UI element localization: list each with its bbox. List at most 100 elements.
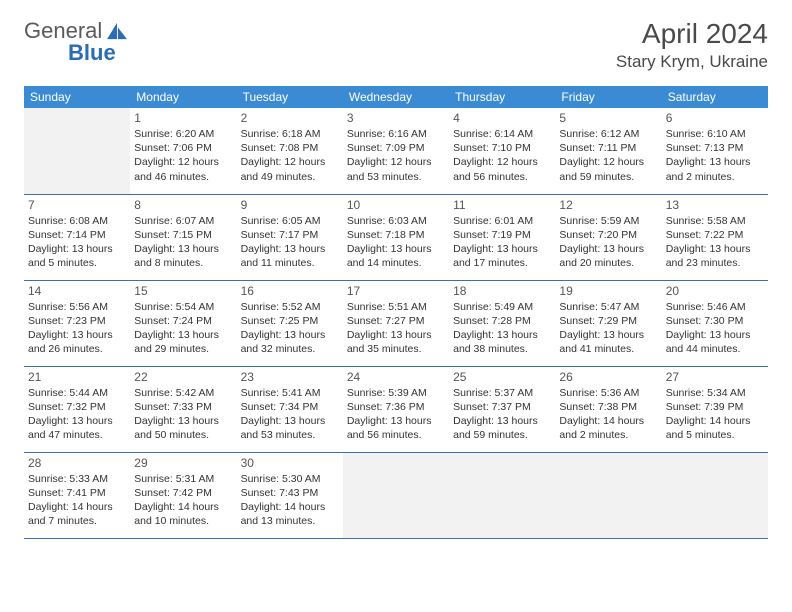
day-info: Sunrise: 6:18 AMSunset: 7:08 PMDaylight:… (241, 127, 339, 184)
day-cell: 4 Sunrise: 6:14 AMSunset: 7:10 PMDaylight… (449, 108, 555, 194)
day-info: Sunrise: 5:49 AMSunset: 7:28 PMDaylight:… (453, 300, 551, 357)
day-cell: 10Sunrise: 6:03 AMSunset: 7:18 PMDayligh… (343, 194, 449, 280)
weekday-header: Wednesday (343, 86, 449, 108)
day-info: Sunrise: 5:31 AMSunset: 7:42 PMDaylight:… (134, 472, 232, 529)
day-number: 15 (134, 284, 232, 298)
day-info: Sunrise: 5:34 AMSunset: 7:39 PMDaylight:… (666, 386, 764, 443)
day-info: Sunrise: 5:42 AMSunset: 7:33 PMDaylight:… (134, 386, 232, 443)
day-number: 24 (347, 370, 445, 384)
day-info: Sunrise: 5:36 AMSunset: 7:38 PMDaylight:… (559, 386, 657, 443)
day-info: Sunrise: 6:10 AMSunset: 7:13 PMDaylight:… (666, 127, 764, 184)
day-info: Sunrise: 5:44 AMSunset: 7:32 PMDaylight:… (28, 386, 126, 443)
day-number: 14 (28, 284, 126, 298)
day-info: Sunrise: 5:46 AMSunset: 7:30 PMDaylight:… (666, 300, 764, 357)
day-number: 19 (559, 284, 657, 298)
day-number: 22 (134, 370, 232, 384)
logo: General Blue (24, 18, 128, 66)
day-cell: 19 Sunrise: 5:47 AMSunset: 7:29 PMDayligh… (555, 280, 661, 366)
day-info: Sunrise: 5:37 AMSunset: 7:37 PMDaylight:… (453, 386, 551, 443)
weekday-header: Sunday (24, 86, 130, 108)
day-number: 28 (28, 456, 126, 470)
sail-icon (106, 22, 128, 40)
header: General Blue April 2024 Stary Krym, Ukra… (0, 0, 792, 80)
day-info: Sunrise: 5:58 AMSunset: 7:22 PMDaylight:… (666, 214, 764, 271)
day-number: 9 (241, 198, 339, 212)
day-info: Sunrise: 6:12 AMSunset: 7:11 PMDaylight:… (559, 127, 657, 184)
day-number: 17 (347, 284, 445, 298)
day-info: Sunrise: 5:56 AMSunset: 7:23 PMDaylight:… (28, 300, 126, 357)
day-cell: 26 Sunrise: 5:36 AMSunset: 7:38 PMDayligh… (555, 366, 661, 452)
day-number: 4 (453, 111, 551, 125)
day-number: 30 (241, 456, 339, 470)
calendar-row: 14 Sunrise: 5:56 AMSunset: 7:23 PMDayligh… (24, 280, 768, 366)
day-info: Sunrise: 6:07 AMSunset: 7:15 PMDaylight:… (134, 214, 232, 271)
day-number: 1 (134, 111, 232, 125)
day-number: 21 (28, 370, 126, 384)
day-number: 20 (666, 284, 764, 298)
day-number: 11 (453, 198, 551, 212)
month-title: April 2024 (616, 18, 768, 50)
day-info: Sunrise: 5:47 AMSunset: 7:29 PMDaylight:… (559, 300, 657, 357)
day-number: 5 (559, 111, 657, 125)
day-number: 29 (134, 456, 232, 470)
day-number: 8 (134, 198, 232, 212)
day-cell: 1Sunrise: 6:20 AMSunset: 7:06 PMDaylight… (130, 108, 236, 194)
day-cell: 28 Sunrise: 5:33 AMSunset: 7:41 PMDayligh… (24, 452, 130, 538)
day-cell: 8 Sunrise: 6:07 AMSunset: 7:15 PMDaylight… (130, 194, 236, 280)
day-cell: 18 Sunrise: 5:49 AMSunset: 7:28 PMDayligh… (449, 280, 555, 366)
day-info: Sunrise: 6:08 AMSunset: 7:14 PMDaylight:… (28, 214, 126, 271)
empty-cell (24, 108, 130, 194)
day-cell: 2 Sunrise: 6:18 AMSunset: 7:08 PMDaylight… (237, 108, 343, 194)
day-info: Sunrise: 6:01 AMSunset: 7:19 PMDaylight:… (453, 214, 551, 271)
empty-cell (449, 452, 555, 538)
calendar-table: SundayMondayTuesdayWednesdayThursdayFrid… (24, 86, 768, 539)
day-cell: 15 Sunrise: 5:54 AMSunset: 7:24 PMDayligh… (130, 280, 236, 366)
weekday-header: Thursday (449, 86, 555, 108)
day-number: 16 (241, 284, 339, 298)
day-cell: 23 Sunrise: 5:41 AMSunset: 7:34 PMDayligh… (237, 366, 343, 452)
weekday-header: Friday (555, 86, 661, 108)
day-cell: 24 Sunrise: 5:39 AMSunset: 7:36 PMDayligh… (343, 366, 449, 452)
title-block: April 2024 Stary Krym, Ukraine (616, 18, 768, 72)
day-number: 2 (241, 111, 339, 125)
day-number: 7 (28, 198, 126, 212)
day-info: Sunrise: 5:51 AMSunset: 7:27 PMDaylight:… (347, 300, 445, 357)
day-cell: 13Sunrise: 5:58 AMSunset: 7:22 PMDayligh… (662, 194, 768, 280)
day-cell: 29 Sunrise: 5:31 AMSunset: 7:42 PMDayligh… (130, 452, 236, 538)
day-number: 23 (241, 370, 339, 384)
day-cell: 11 Sunrise: 6:01 AMSunset: 7:19 PMDayligh… (449, 194, 555, 280)
day-cell: 17 Sunrise: 5:51 AMSunset: 7:27 PMDayligh… (343, 280, 449, 366)
day-cell: 25 Sunrise: 5:37 AMSunset: 7:37 PMDayligh… (449, 366, 555, 452)
day-number: 25 (453, 370, 551, 384)
day-cell: 5 Sunrise: 6:12 AMSunset: 7:11 PMDaylight… (555, 108, 661, 194)
day-info: Sunrise: 5:54 AMSunset: 7:24 PMDaylight:… (134, 300, 232, 357)
day-number: 3 (347, 111, 445, 125)
day-cell: 7 Sunrise: 6:08 AMSunset: 7:14 PMDaylight… (24, 194, 130, 280)
day-cell: 21 Sunrise: 5:44 AMSunset: 7:32 PMDayligh… (24, 366, 130, 452)
day-info: Sunrise: 6:14 AMSunset: 7:10 PMDaylight:… (453, 127, 551, 184)
day-info: Sunrise: 6:16 AMSunset: 7:09 PMDaylight:… (347, 127, 445, 184)
day-info: Sunrise: 5:52 AMSunset: 7:25 PMDaylight:… (241, 300, 339, 357)
day-cell: 12Sunrise: 5:59 AMSunset: 7:20 PMDayligh… (555, 194, 661, 280)
day-info: Sunrise: 5:39 AMSunset: 7:36 PMDaylight:… (347, 386, 445, 443)
calendar-row: 21 Sunrise: 5:44 AMSunset: 7:32 PMDayligh… (24, 366, 768, 452)
day-number: 18 (453, 284, 551, 298)
day-cell: 3 Sunrise: 6:16 AMSunset: 7:09 PMDaylight… (343, 108, 449, 194)
calendar-row: 28 Sunrise: 5:33 AMSunset: 7:41 PMDayligh… (24, 452, 768, 538)
day-number: 27 (666, 370, 764, 384)
day-number: 12 (559, 198, 657, 212)
day-info: Sunrise: 5:30 AMSunset: 7:43 PMDaylight:… (241, 472, 339, 529)
empty-cell (555, 452, 661, 538)
day-info: Sunrise: 5:33 AMSunset: 7:41 PMDaylight:… (28, 472, 126, 529)
day-number: 26 (559, 370, 657, 384)
day-number: 6 (666, 111, 764, 125)
calendar-row: 1Sunrise: 6:20 AMSunset: 7:06 PMDaylight… (24, 108, 768, 194)
empty-cell (343, 452, 449, 538)
day-cell: 6 Sunrise: 6:10 AMSunset: 7:13 PMDaylight… (662, 108, 768, 194)
day-cell: 30 Sunrise: 5:30 AMSunset: 7:43 PMDayligh… (237, 452, 343, 538)
day-cell: 20 Sunrise: 5:46 AMSunset: 7:30 PMDayligh… (662, 280, 768, 366)
day-info: Sunrise: 6:03 AMSunset: 7:18 PMDaylight:… (347, 214, 445, 271)
day-info: Sunrise: 5:41 AMSunset: 7:34 PMDaylight:… (241, 386, 339, 443)
logo-word-blue: Blue (24, 40, 128, 66)
day-info: Sunrise: 6:05 AMSunset: 7:17 PMDaylight:… (241, 214, 339, 271)
